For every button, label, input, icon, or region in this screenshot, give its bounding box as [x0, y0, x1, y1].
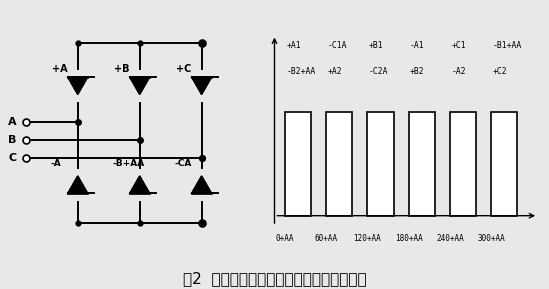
Text: +B2: +B2	[410, 67, 425, 76]
Bar	[408, 112, 435, 216]
Polygon shape	[130, 176, 149, 193]
Text: B: B	[8, 135, 16, 145]
Bar	[326, 112, 352, 216]
Bar	[285, 112, 311, 216]
Text: -B1+AA: -B1+AA	[492, 41, 522, 50]
Polygon shape	[130, 77, 149, 94]
Text: -C1A: -C1A	[328, 41, 347, 50]
Bar	[491, 112, 517, 216]
Text: A: A	[8, 117, 16, 127]
Polygon shape	[68, 176, 87, 193]
Polygon shape	[68, 77, 87, 94]
Text: -B2+AA: -B2+AA	[286, 67, 316, 76]
Text: +C2: +C2	[492, 67, 507, 76]
Text: -CA: -CA	[175, 159, 192, 168]
Text: -C2A: -C2A	[369, 67, 388, 76]
Text: +B1: +B1	[369, 41, 383, 50]
Text: +A: +A	[52, 64, 68, 74]
Bar	[367, 112, 394, 216]
Text: -A2: -A2	[451, 67, 466, 76]
Text: -A1: -A1	[410, 41, 425, 50]
Bar	[450, 112, 476, 216]
Polygon shape	[192, 77, 211, 94]
Text: +A1: +A1	[286, 41, 301, 50]
Text: 图2  全控桥六个晶闸管的触发脉冲相序关系: 图2 全控桥六个晶闸管的触发脉冲相序关系	[183, 271, 366, 286]
Text: +C1: +C1	[451, 41, 466, 50]
Polygon shape	[192, 176, 211, 193]
Text: +A2: +A2	[328, 67, 342, 76]
Text: -A: -A	[51, 159, 61, 168]
Text: +B: +B	[114, 64, 130, 74]
Text: +C: +C	[176, 64, 191, 74]
Text: C: C	[8, 153, 16, 163]
Text: -B+AA: -B+AA	[113, 159, 145, 168]
